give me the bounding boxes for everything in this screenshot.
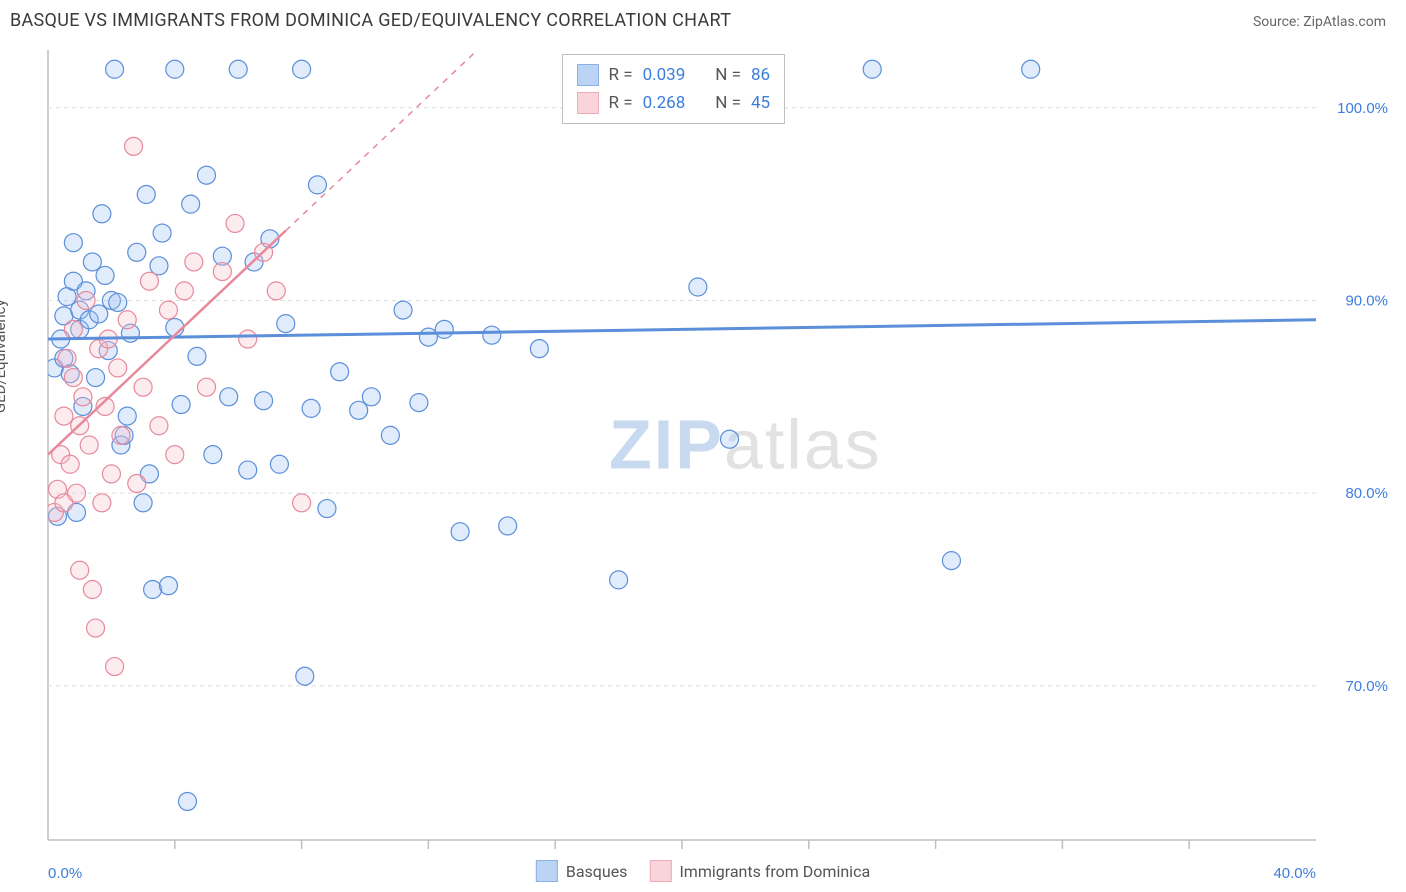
stats-legend-box: R = 0.039 N = 86 R = 0.268 N = 45 xyxy=(562,54,786,124)
stat-r-value: 0.268 xyxy=(643,93,686,113)
stats-row: R = 0.039 N = 86 xyxy=(577,61,771,89)
source-attribution: Source: ZipAtlas.com xyxy=(1253,14,1386,30)
stat-r-value: 0.039 xyxy=(643,65,686,85)
legend-swatch xyxy=(649,860,671,882)
stat-n-label: N = xyxy=(715,65,741,85)
svg-text:ZIPatlas: ZIPatlas xyxy=(609,406,882,484)
legend-label: Immigrants from Dominica xyxy=(679,862,870,881)
legend-item: Immigrants from Dominica xyxy=(649,860,870,882)
svg-text:80.0%: 80.0% xyxy=(1345,485,1388,502)
svg-text:90.0%: 90.0% xyxy=(1345,292,1388,309)
legend-item: Basques xyxy=(536,860,628,882)
legend-label: Basques xyxy=(566,862,628,881)
chart-container: GED/Equivalency 70.0%80.0%90.0%100.0%0.0… xyxy=(10,40,1396,882)
legend-swatch xyxy=(577,92,599,114)
svg-text:0.0%: 0.0% xyxy=(48,865,82,882)
svg-text:40.0%: 40.0% xyxy=(1273,865,1316,882)
svg-text:100.0%: 100.0% xyxy=(1337,100,1388,117)
legend-swatch xyxy=(577,64,599,86)
chart-title: BASQUE VS IMMIGRANTS FROM DOMINICA GED/E… xyxy=(10,10,731,31)
stats-row: R = 0.268 N = 45 xyxy=(577,89,771,117)
svg-text:70.0%: 70.0% xyxy=(1345,678,1388,695)
y-axis-label: GED/Equivalency xyxy=(0,299,9,413)
stat-r-label: R = xyxy=(609,65,633,85)
stat-n-value: 45 xyxy=(751,93,770,113)
stat-n-value: 86 xyxy=(751,65,770,85)
series-legend: Basques Immigrants from Dominica xyxy=(536,860,870,882)
stat-r-label: R = xyxy=(609,93,633,113)
legend-swatch xyxy=(536,860,558,882)
stat-n-label: N = xyxy=(715,93,741,113)
scatter-chart: 70.0% 80.0% 90.0% 100.0% 0.0% 40.0% ZIPatlas xyxy=(10,40,1396,882)
